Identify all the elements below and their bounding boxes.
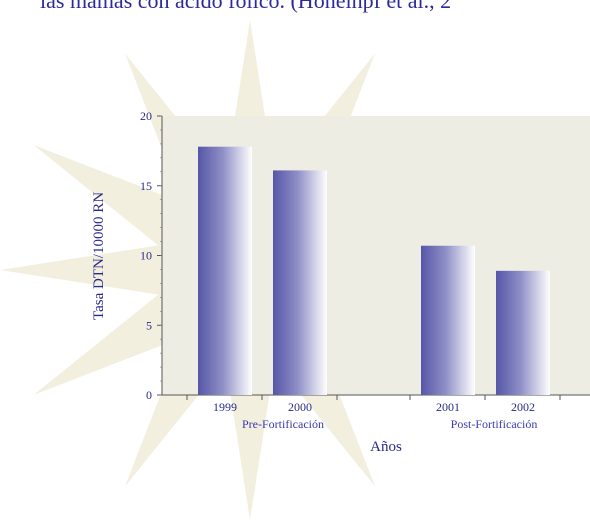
header-text: las mamas con ácido fólico. (Honeinpf et…	[40, 0, 452, 13]
y-tick-label: 15	[140, 179, 152, 193]
y-tick-label: 20	[140, 109, 152, 123]
x-tick-label: 2002	[511, 400, 535, 414]
x-axis-title: Años	[370, 439, 402, 455]
bar-2002	[496, 270, 550, 395]
bar-2000	[273, 170, 327, 395]
y-tick-label: 0	[146, 388, 152, 402]
y-axis-title: Tasa DTN/10000 RN	[91, 192, 107, 320]
bar-2001	[421, 245, 475, 395]
x-tick-label: 2001	[436, 400, 460, 414]
x-tick-label: 1999	[213, 400, 237, 414]
y-tick-label: 10	[140, 249, 152, 263]
bar-1999	[198, 146, 252, 395]
x-tick-label: 2000	[288, 400, 312, 414]
group-label-pre: Pre-Fortificación	[242, 417, 324, 431]
group-label-post: Post-Fortificación	[451, 417, 538, 431]
y-tick-label: 5	[146, 318, 152, 332]
